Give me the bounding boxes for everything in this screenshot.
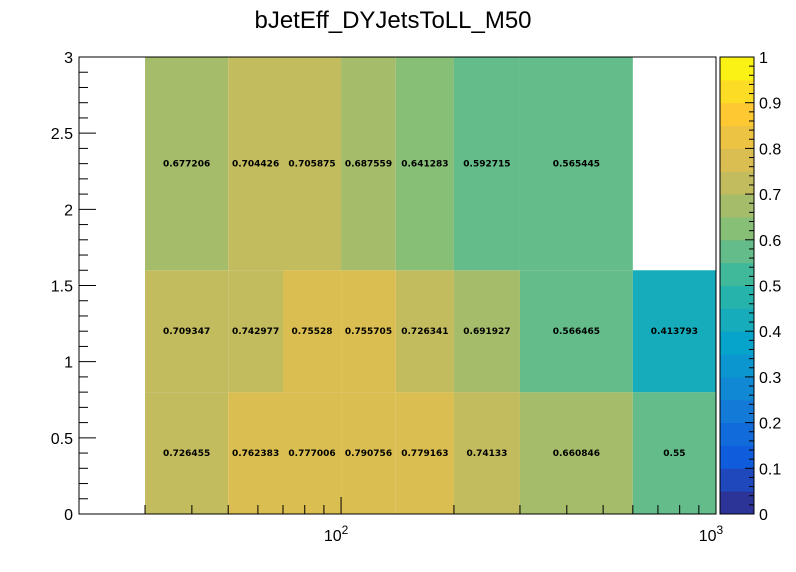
heatmap-cell [341, 270, 396, 393]
heatmap-cell [282, 392, 342, 514]
heatmap-cell [519, 392, 633, 514]
color-scale-bin [720, 422, 754, 446]
cell-value-label: 0.726341 [401, 327, 448, 337]
cell-value-label: 0.755705 [345, 327, 392, 337]
heatmap-cell-labels: 0.726455 0.762383 0.777006 0.790756 0.779163… [163, 160, 698, 459]
color-scale-tick-label: 0.8 [759, 141, 781, 158]
heatmap-cell [341, 57, 396, 271]
heatmap-cell [228, 270, 283, 393]
x-tick-exponent: 3 [717, 523, 724, 537]
x-tick-base: 10 [699, 528, 717, 545]
cell-value-label: 0.704426 [232, 160, 279, 170]
y-tick-label: 0 [64, 507, 73, 524]
heatmap-cell [145, 57, 229, 271]
color-scale-tick-label: 0.9 [759, 96, 781, 113]
heatmap-cell [228, 392, 283, 514]
heatmap-cell [632, 392, 716, 514]
x-tick-label: 102 [324, 523, 349, 545]
cell-value-label: 0.742977 [232, 327, 279, 337]
heatmap-cell [453, 57, 520, 271]
cell-value-label: 0.762383 [232, 449, 279, 459]
color-scale-bin [720, 239, 754, 264]
heatmap-cell [453, 392, 520, 514]
color-scale-bin [720, 79, 754, 104]
y-tick-label: 1.5 [51, 279, 73, 296]
cell-value-label: 0.677206 [163, 160, 210, 170]
color-scale-bin [720, 331, 754, 355]
color-scale-bin [720, 376, 754, 401]
color-scale-tick-label: 0.6 [759, 233, 781, 250]
y-tick-label: 2 [64, 202, 73, 219]
color-scale-bin [720, 491, 754, 515]
color-scale-bin [720, 194, 754, 218]
cell-value-label: 0.660846 [553, 449, 600, 459]
color-scale-bin [720, 102, 754, 127]
heatmap-cell [341, 392, 396, 514]
heatmap-cell [395, 57, 454, 271]
cell-value-label: 0.777006 [288, 449, 335, 459]
cell-value-label: 0.74133 [466, 449, 507, 459]
heatmap-cell [519, 57, 633, 271]
color-scale-bin [720, 354, 754, 378]
color-scale-bin [720, 57, 754, 81]
color-scale-bin [720, 445, 754, 469]
color-scale-tick-label: 0.7 [759, 187, 781, 204]
x-axis: 102 103 [78, 497, 724, 545]
x-tick-base: 10 [324, 528, 342, 545]
cell-value-label: 0.709347 [163, 327, 210, 337]
color-scale-bin [720, 399, 754, 424]
cell-value-label: 0.726455 [163, 449, 210, 459]
y-tick-label: 2.5 [51, 126, 73, 143]
color-scale-tick-label: 1 [759, 50, 768, 67]
cell-value-label: 0.641283 [401, 160, 448, 170]
color-scale-tick-label: 0.3 [759, 370, 781, 387]
color-scale-bin [720, 171, 754, 195]
y-tick-label: 1 [64, 355, 73, 372]
cell-value-label: 0.779163 [401, 449, 448, 459]
color-scale-tick-label: 0.1 [759, 461, 781, 478]
heatmap-cell [145, 270, 229, 393]
heatmap-cell [395, 270, 454, 393]
color-scale: 0 0.1 0.2 0.3 0.4 0.5 0.6 0.7 0.8 0.9 1 [719, 50, 781, 524]
cell-value-label: 0.55 [663, 449, 685, 459]
color-scale-bin [720, 468, 754, 492]
heatmap-cell [282, 57, 342, 271]
cell-value-label: 0.790756 [345, 449, 392, 459]
cell-value-label: 0.705875 [288, 160, 335, 170]
color-scale-bin [720, 262, 754, 286]
color-scale-bin [720, 285, 754, 309]
color-scale-tick-label: 0.5 [759, 279, 781, 296]
heatmap-cell [145, 392, 229, 514]
y-axis: 0 0.5 1 1.5 2 2.5 3 [51, 50, 96, 524]
x-tick-exponent: 2 [342, 523, 349, 537]
color-scale-tick-label: 0 [759, 507, 768, 524]
cell-value-label: 0.75528 [292, 327, 333, 337]
color-scale-bin [720, 308, 754, 332]
y-tick-label: 3 [64, 50, 73, 67]
cell-value-label: 0.691927 [463, 327, 510, 337]
heatmap-cell [453, 270, 520, 393]
color-scale-tick-label: 0.4 [759, 324, 781, 341]
x-tick-label: 103 [699, 523, 724, 545]
cell-value-label: 0.413793 [651, 327, 698, 337]
color-scale-bin [720, 125, 754, 149]
heatmap-cell [395, 392, 454, 514]
cell-value-label: 0.592715 [463, 160, 510, 170]
chart-title: bJetEff_DYJetsToLL_M50 [254, 7, 531, 34]
heatmap-cell [228, 57, 283, 271]
cell-value-label: 0.566465 [553, 327, 600, 337]
heatmap-cells [145, 57, 716, 514]
heatmap-cell [282, 270, 342, 393]
color-scale-bin [720, 148, 754, 172]
heatmap-cell [632, 270, 716, 393]
cell-value-label: 0.687559 [345, 160, 392, 170]
color-scale-tick-label: 0.2 [759, 416, 781, 433]
heatmap-cell [519, 270, 633, 393]
color-scale-bin [720, 216, 754, 241]
y-tick-label: 0.5 [51, 431, 73, 448]
cell-value-label: 0.565445 [553, 160, 600, 170]
